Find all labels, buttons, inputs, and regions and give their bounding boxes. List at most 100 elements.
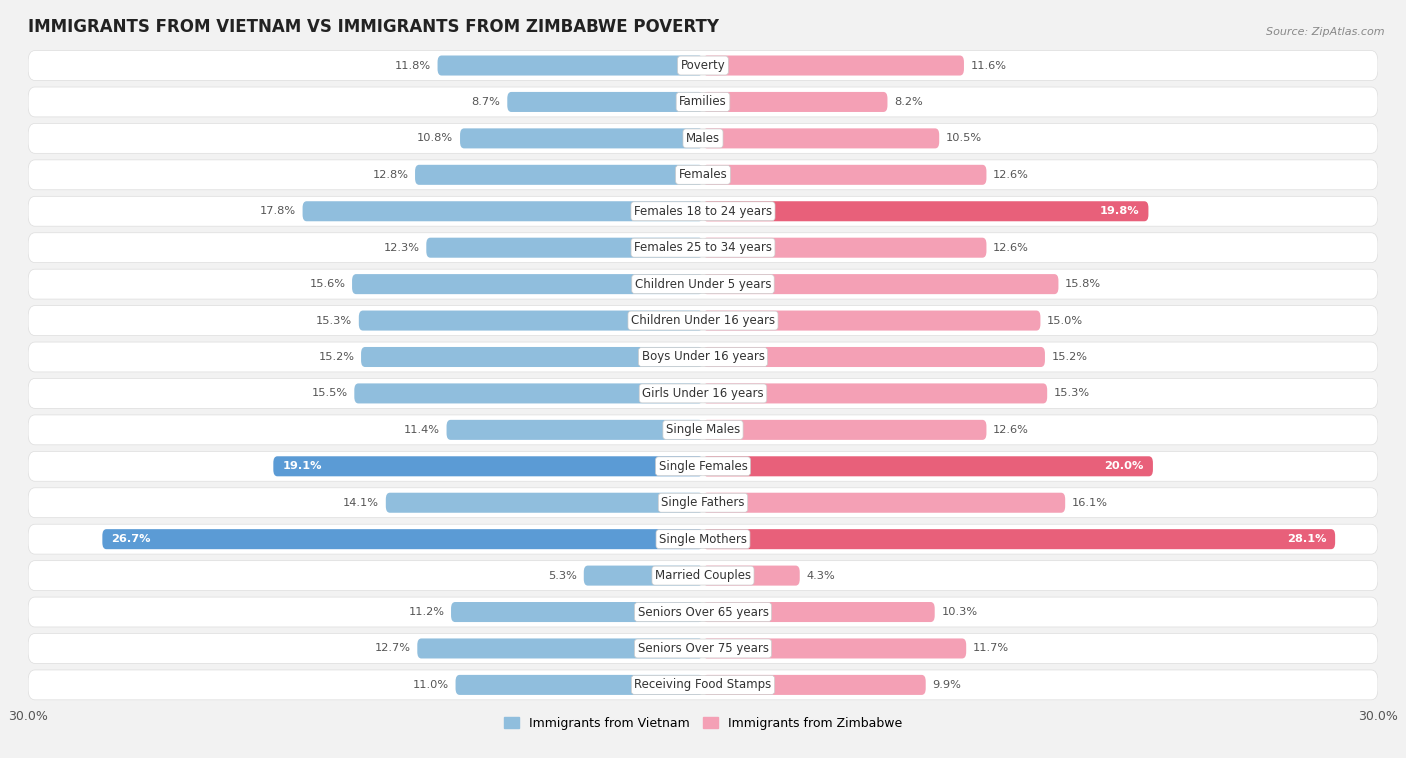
Text: 5.3%: 5.3%: [548, 571, 576, 581]
FancyBboxPatch shape: [703, 493, 1066, 512]
Text: 15.3%: 15.3%: [1054, 388, 1090, 399]
Text: Poverty: Poverty: [681, 59, 725, 72]
FancyBboxPatch shape: [703, 128, 939, 149]
FancyBboxPatch shape: [28, 634, 1378, 663]
FancyBboxPatch shape: [28, 269, 1378, 299]
Text: Married Couples: Married Couples: [655, 569, 751, 582]
Text: 15.0%: 15.0%: [1047, 315, 1083, 325]
FancyBboxPatch shape: [451, 602, 703, 622]
Text: 12.3%: 12.3%: [384, 243, 419, 252]
Text: Seniors Over 65 years: Seniors Over 65 years: [637, 606, 769, 619]
FancyBboxPatch shape: [703, 420, 987, 440]
FancyBboxPatch shape: [460, 128, 703, 149]
Legend: Immigrants from Vietnam, Immigrants from Zimbabwe: Immigrants from Vietnam, Immigrants from…: [499, 712, 907, 735]
Text: 12.6%: 12.6%: [993, 243, 1029, 252]
FancyBboxPatch shape: [28, 488, 1378, 518]
FancyBboxPatch shape: [352, 274, 703, 294]
Text: Females 25 to 34 years: Females 25 to 34 years: [634, 241, 772, 254]
FancyBboxPatch shape: [415, 164, 703, 185]
FancyBboxPatch shape: [703, 92, 887, 112]
Text: 4.3%: 4.3%: [807, 571, 835, 581]
Text: 17.8%: 17.8%: [260, 206, 295, 216]
FancyBboxPatch shape: [302, 201, 703, 221]
FancyBboxPatch shape: [703, 238, 987, 258]
Text: Children Under 5 years: Children Under 5 years: [634, 277, 772, 290]
FancyBboxPatch shape: [28, 342, 1378, 372]
FancyBboxPatch shape: [418, 638, 703, 659]
Text: Source: ZipAtlas.com: Source: ZipAtlas.com: [1267, 27, 1385, 36]
FancyBboxPatch shape: [28, 378, 1378, 409]
FancyBboxPatch shape: [28, 233, 1378, 262]
Text: Families: Families: [679, 96, 727, 108]
FancyBboxPatch shape: [703, 456, 1153, 476]
Text: 12.6%: 12.6%: [993, 170, 1029, 180]
FancyBboxPatch shape: [703, 565, 800, 586]
FancyBboxPatch shape: [28, 196, 1378, 226]
FancyBboxPatch shape: [456, 675, 703, 695]
FancyBboxPatch shape: [28, 305, 1378, 336]
FancyBboxPatch shape: [703, 164, 987, 185]
Text: IMMIGRANTS FROM VIETNAM VS IMMIGRANTS FROM ZIMBABWE POVERTY: IMMIGRANTS FROM VIETNAM VS IMMIGRANTS FR…: [28, 17, 718, 36]
FancyBboxPatch shape: [361, 347, 703, 367]
Text: 16.1%: 16.1%: [1071, 498, 1108, 508]
FancyBboxPatch shape: [28, 124, 1378, 153]
FancyBboxPatch shape: [703, 55, 965, 76]
FancyBboxPatch shape: [703, 347, 1045, 367]
Text: 20.0%: 20.0%: [1105, 462, 1144, 471]
FancyBboxPatch shape: [583, 565, 703, 586]
Text: 10.8%: 10.8%: [418, 133, 453, 143]
Text: 11.2%: 11.2%: [408, 607, 444, 617]
FancyBboxPatch shape: [703, 274, 1059, 294]
FancyBboxPatch shape: [103, 529, 703, 550]
FancyBboxPatch shape: [426, 238, 703, 258]
Text: Children Under 16 years: Children Under 16 years: [631, 314, 775, 327]
FancyBboxPatch shape: [359, 311, 703, 330]
FancyBboxPatch shape: [703, 384, 1047, 403]
Text: 11.0%: 11.0%: [413, 680, 449, 690]
FancyBboxPatch shape: [28, 415, 1378, 445]
FancyBboxPatch shape: [28, 51, 1378, 80]
FancyBboxPatch shape: [28, 160, 1378, 190]
Text: Females: Females: [679, 168, 727, 181]
Text: 11.7%: 11.7%: [973, 644, 1010, 653]
Text: 11.4%: 11.4%: [404, 425, 440, 435]
FancyBboxPatch shape: [28, 87, 1378, 117]
FancyBboxPatch shape: [703, 602, 935, 622]
Text: 11.6%: 11.6%: [970, 61, 1007, 70]
Text: 8.2%: 8.2%: [894, 97, 922, 107]
FancyBboxPatch shape: [273, 456, 703, 476]
FancyBboxPatch shape: [28, 561, 1378, 590]
FancyBboxPatch shape: [508, 92, 703, 112]
FancyBboxPatch shape: [703, 201, 1149, 221]
Text: Single Males: Single Males: [666, 424, 740, 437]
Text: 8.7%: 8.7%: [471, 97, 501, 107]
Text: 15.2%: 15.2%: [1052, 352, 1088, 362]
FancyBboxPatch shape: [28, 451, 1378, 481]
Text: 11.8%: 11.8%: [395, 61, 430, 70]
FancyBboxPatch shape: [28, 597, 1378, 627]
Text: 12.8%: 12.8%: [373, 170, 408, 180]
Text: Boys Under 16 years: Boys Under 16 years: [641, 350, 765, 364]
FancyBboxPatch shape: [703, 638, 966, 659]
FancyBboxPatch shape: [385, 493, 703, 512]
Text: Single Mothers: Single Mothers: [659, 533, 747, 546]
Text: 15.6%: 15.6%: [309, 279, 346, 289]
Text: Receiving Food Stamps: Receiving Food Stamps: [634, 678, 772, 691]
Text: 19.1%: 19.1%: [283, 462, 322, 471]
Text: 10.3%: 10.3%: [942, 607, 977, 617]
Text: 28.1%: 28.1%: [1286, 534, 1326, 544]
Text: Females 18 to 24 years: Females 18 to 24 years: [634, 205, 772, 218]
FancyBboxPatch shape: [447, 420, 703, 440]
Text: Single Females: Single Females: [658, 460, 748, 473]
Text: Girls Under 16 years: Girls Under 16 years: [643, 387, 763, 400]
Text: 19.8%: 19.8%: [1099, 206, 1139, 216]
Text: 10.5%: 10.5%: [946, 133, 981, 143]
FancyBboxPatch shape: [703, 529, 1336, 550]
Text: Single Fathers: Single Fathers: [661, 496, 745, 509]
Text: 15.3%: 15.3%: [316, 315, 352, 325]
Text: 14.1%: 14.1%: [343, 498, 380, 508]
FancyBboxPatch shape: [28, 525, 1378, 554]
Text: 26.7%: 26.7%: [111, 534, 150, 544]
FancyBboxPatch shape: [437, 55, 703, 76]
FancyBboxPatch shape: [28, 670, 1378, 700]
